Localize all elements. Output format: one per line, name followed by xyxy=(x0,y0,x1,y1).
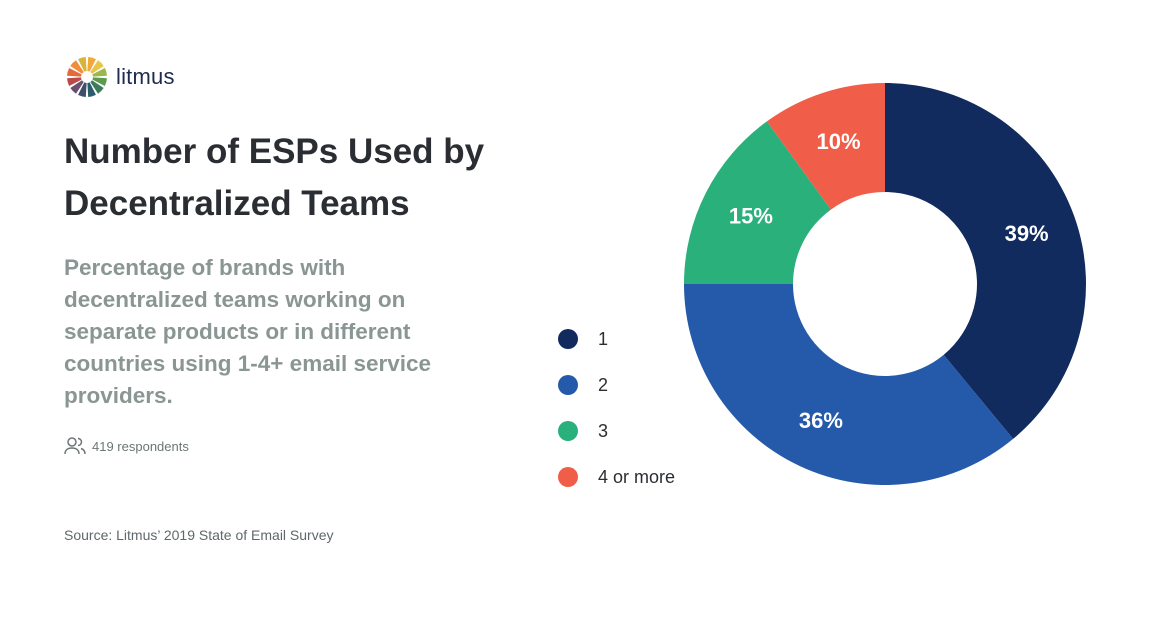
logo-segment xyxy=(70,80,84,94)
donut-slice-3 xyxy=(684,121,831,285)
legend-swatch xyxy=(558,329,578,349)
legend-item-4: 4 or more xyxy=(558,454,675,500)
donut-slice-4 xyxy=(766,83,885,210)
source-note: Source: Litmus’ 2019 State of Email Surv… xyxy=(64,527,334,543)
logo-segment xyxy=(90,60,104,74)
logo-segment xyxy=(67,68,82,77)
logo-segment xyxy=(67,77,82,86)
chart-legend: 1 2 3 4 or more xyxy=(558,316,675,500)
users-icon xyxy=(64,437,86,455)
legend-swatch xyxy=(558,421,578,441)
logo-segment xyxy=(78,82,87,97)
legend-item-1: 1 xyxy=(558,316,675,362)
legend-swatch xyxy=(558,375,578,395)
legend-label: 4 or more xyxy=(598,466,676,487)
legend-label: 1 xyxy=(598,328,609,349)
legend-swatch xyxy=(558,467,578,487)
legend-label: 2 xyxy=(598,374,609,395)
brand-name: litmus xyxy=(116,64,175,89)
logo-segment xyxy=(90,80,104,94)
slice-label-2: 36% xyxy=(799,408,843,433)
slice-label-3: 15% xyxy=(729,204,773,229)
logo-segment xyxy=(87,57,96,72)
logo-segment xyxy=(70,60,84,74)
logo-segment xyxy=(87,82,96,97)
legend-label: 3 xyxy=(598,420,609,441)
slice-label-4: 10% xyxy=(816,129,860,154)
respondents-count: 419 respondents xyxy=(64,436,189,456)
respondents-text: 419 respondents xyxy=(92,438,189,454)
litmus-logo: litmus xyxy=(66,56,175,98)
logo-segment xyxy=(78,57,87,72)
logo-segment xyxy=(92,77,107,86)
slice-label-1: 39% xyxy=(1005,221,1049,246)
donut-slice-1 xyxy=(885,83,1086,439)
logo-segment xyxy=(92,68,107,77)
chart-subtitle: Percentage of brands with decentralized … xyxy=(64,255,432,408)
chart-title: Number of ESPs Used by Decentralized Tea… xyxy=(64,132,485,223)
donut-slice-2 xyxy=(684,284,1014,485)
litmus-logo-icon xyxy=(67,57,107,97)
legend-item-2: 2 xyxy=(558,362,675,408)
legend-item-3: 3 xyxy=(558,408,675,454)
